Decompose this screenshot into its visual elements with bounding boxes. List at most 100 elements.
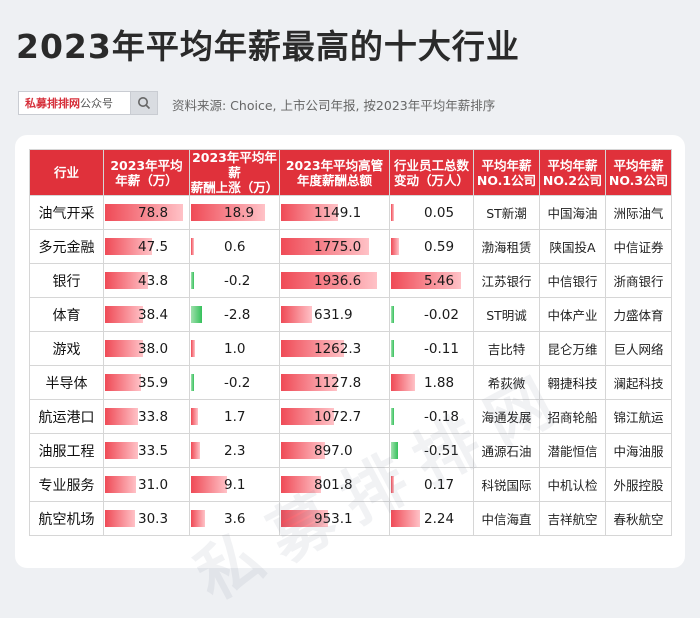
table-row: 多元金融 47.5 0.6 1775.0 0.59 渤海租赁 陕国投A 中信证券 — [29, 229, 672, 264]
staff-cell: 0.05 — [389, 195, 474, 230]
industry-cell: 体育 — [29, 297, 104, 332]
staff-bar — [391, 374, 416, 391]
salary-cell: 47.5 — [103, 229, 190, 264]
table-row: 游戏 38.0 1.0 1262.3 -0.11 吉比特 昆仑万维 巨人网络 — [29, 331, 672, 366]
salary-value: 78.8 — [138, 204, 169, 221]
salary-value: 35.9 — [138, 374, 169, 391]
company-no1-cell: 江苏银行 — [473, 263, 540, 298]
staff-value: -0.51 — [424, 442, 459, 459]
staff-value: -0.18 — [424, 408, 459, 425]
column-header: 行业员工总数 变动（万人） — [389, 149, 474, 196]
exec-value: 1775.0 — [314, 238, 362, 255]
rise-cell: -0.2 — [189, 263, 280, 298]
salary-cell: 31.0 — [103, 467, 190, 502]
staff-value: 0.05 — [424, 204, 455, 221]
exec-cell: 1072.7 — [279, 399, 390, 434]
company-no1-cell: 中信海直 — [473, 501, 540, 536]
company-no3-cell: 澜起科技 — [605, 365, 672, 400]
exec-bar — [281, 340, 344, 357]
company-no1-cell: 通源石油 — [473, 433, 540, 468]
exec-bar — [281, 204, 338, 221]
exec-bar — [281, 238, 369, 255]
table-row: 油气开采 78.8 18.9 1149.1 0.05 ST新潮 中国海油 洲际油气 — [29, 195, 672, 230]
staff-cell: 5.46 — [389, 263, 474, 298]
staff-bar — [391, 340, 394, 357]
exec-bar — [281, 374, 337, 391]
salary-cell: 30.3 — [103, 501, 190, 536]
staff-value: 1.88 — [424, 374, 455, 391]
salary-bar — [105, 442, 139, 459]
industry-cell: 航空机场 — [29, 501, 104, 536]
staff-value: 5.46 — [424, 272, 455, 289]
company-no1-cell: 吉比特 — [473, 331, 540, 366]
rise-bar — [191, 306, 202, 323]
salary-table: 行业 2023年平均 年薪（万） 2023年平均年薪 薪酬上涨（万） 2023年平均高管年… — [29, 149, 672, 536]
column-header-text: 年度薪酬总额 — [296, 172, 372, 188]
exec-bar — [281, 272, 377, 289]
rise-cell: 2.3 — [189, 433, 280, 468]
exec-cell: 1127.8 — [279, 365, 390, 400]
column-header-text: 平均年薪 — [547, 157, 598, 173]
rise-value: -2.8 — [224, 306, 251, 323]
column-header-text: 薪酬上涨（万） — [190, 180, 279, 195]
staff-bar — [391, 476, 394, 493]
exec-cell: 1775.0 — [279, 229, 390, 264]
table-row: 半导体 35.9 -0.2 1127.8 1.88 希荻微 翱捷科技 澜起科技 — [29, 365, 672, 400]
page-title: 2023年平均年薪最高的十大行业 — [16, 27, 520, 66]
salary-bar — [105, 510, 135, 527]
column-header-text: 年薪（万） — [115, 172, 178, 188]
rise-bar — [191, 442, 200, 459]
column-header-text: NO.3公司 — [608, 172, 669, 188]
industry-cell: 油气开采 — [29, 195, 104, 230]
staff-value: -0.11 — [424, 340, 459, 357]
table-row: 油服工程 33.5 2.3 897.0 -0.51 通源石油 潜能恒信 中海油服 — [29, 433, 672, 468]
exec-value: 631.9 — [314, 306, 353, 323]
rise-value: 1.0 — [224, 340, 246, 357]
column-header: 2023年平均年薪 薪酬上涨（万） — [189, 149, 280, 196]
exec-value: 801.8 — [314, 476, 353, 493]
industry-cell: 半导体 — [29, 365, 104, 400]
staff-cell: 1.88 — [389, 365, 474, 400]
company-no3-cell: 巨人网络 — [605, 331, 672, 366]
exec-cell: 1262.3 — [279, 331, 390, 366]
column-header-text: 平均年薪 — [613, 157, 664, 173]
brand-name: 私募排排网 — [25, 97, 80, 110]
search-button[interactable] — [130, 91, 158, 115]
company-no1-cell: ST明诚 — [473, 297, 540, 332]
rise-bar — [191, 408, 198, 425]
company-no3-cell: 浙商银行 — [605, 263, 672, 298]
salary-bar — [105, 374, 141, 391]
search-bar[interactable]: 私募排排网 公众号 — [18, 91, 158, 115]
salary-value: 47.5 — [138, 238, 169, 255]
salary-cell: 38.4 — [103, 297, 190, 332]
search-input[interactable]: 私募排排网 公众号 — [18, 91, 130, 115]
exec-cell: 631.9 — [279, 297, 390, 332]
company-no2-cell: 翱捷科技 — [539, 365, 606, 400]
industry-cell: 多元金融 — [29, 229, 104, 264]
salary-cell: 38.0 — [103, 331, 190, 366]
salary-cell: 78.8 — [103, 195, 190, 230]
salary-cell: 33.5 — [103, 433, 190, 468]
column-header: 2023年平均高管 年度薪酬总额 — [279, 149, 390, 196]
salary-value: 33.8 — [138, 408, 169, 425]
rise-cell: 3.6 — [189, 501, 280, 536]
rise-value: -0.2 — [224, 272, 251, 289]
salary-cell: 35.9 — [103, 365, 190, 400]
rise-bar — [191, 374, 194, 391]
rise-value: 1.7 — [224, 408, 246, 425]
column-header-text: 行业员工总数 — [393, 157, 469, 173]
salary-cell: 33.8 — [103, 399, 190, 434]
staff-bar — [391, 238, 399, 255]
column-header: 2023年平均 年薪（万） — [103, 149, 190, 196]
salary-value: 38.4 — [138, 306, 169, 323]
column-header-text: NO.2公司 — [542, 172, 603, 188]
salary-bar — [105, 272, 149, 289]
industry-cell: 专业服务 — [29, 467, 104, 502]
company-no3-cell: 洲际油气 — [605, 195, 672, 230]
exec-cell: 897.0 — [279, 433, 390, 468]
table-row: 专业服务 31.0 9.1 801.8 0.17 科锐国际 中机认检 外服控股 — [29, 467, 672, 502]
company-no1-cell: 科锐国际 — [473, 467, 540, 502]
company-no2-cell: 昆仑万维 — [539, 331, 606, 366]
company-no2-cell: 陕国投A — [539, 229, 606, 264]
exec-bar — [281, 306, 313, 323]
